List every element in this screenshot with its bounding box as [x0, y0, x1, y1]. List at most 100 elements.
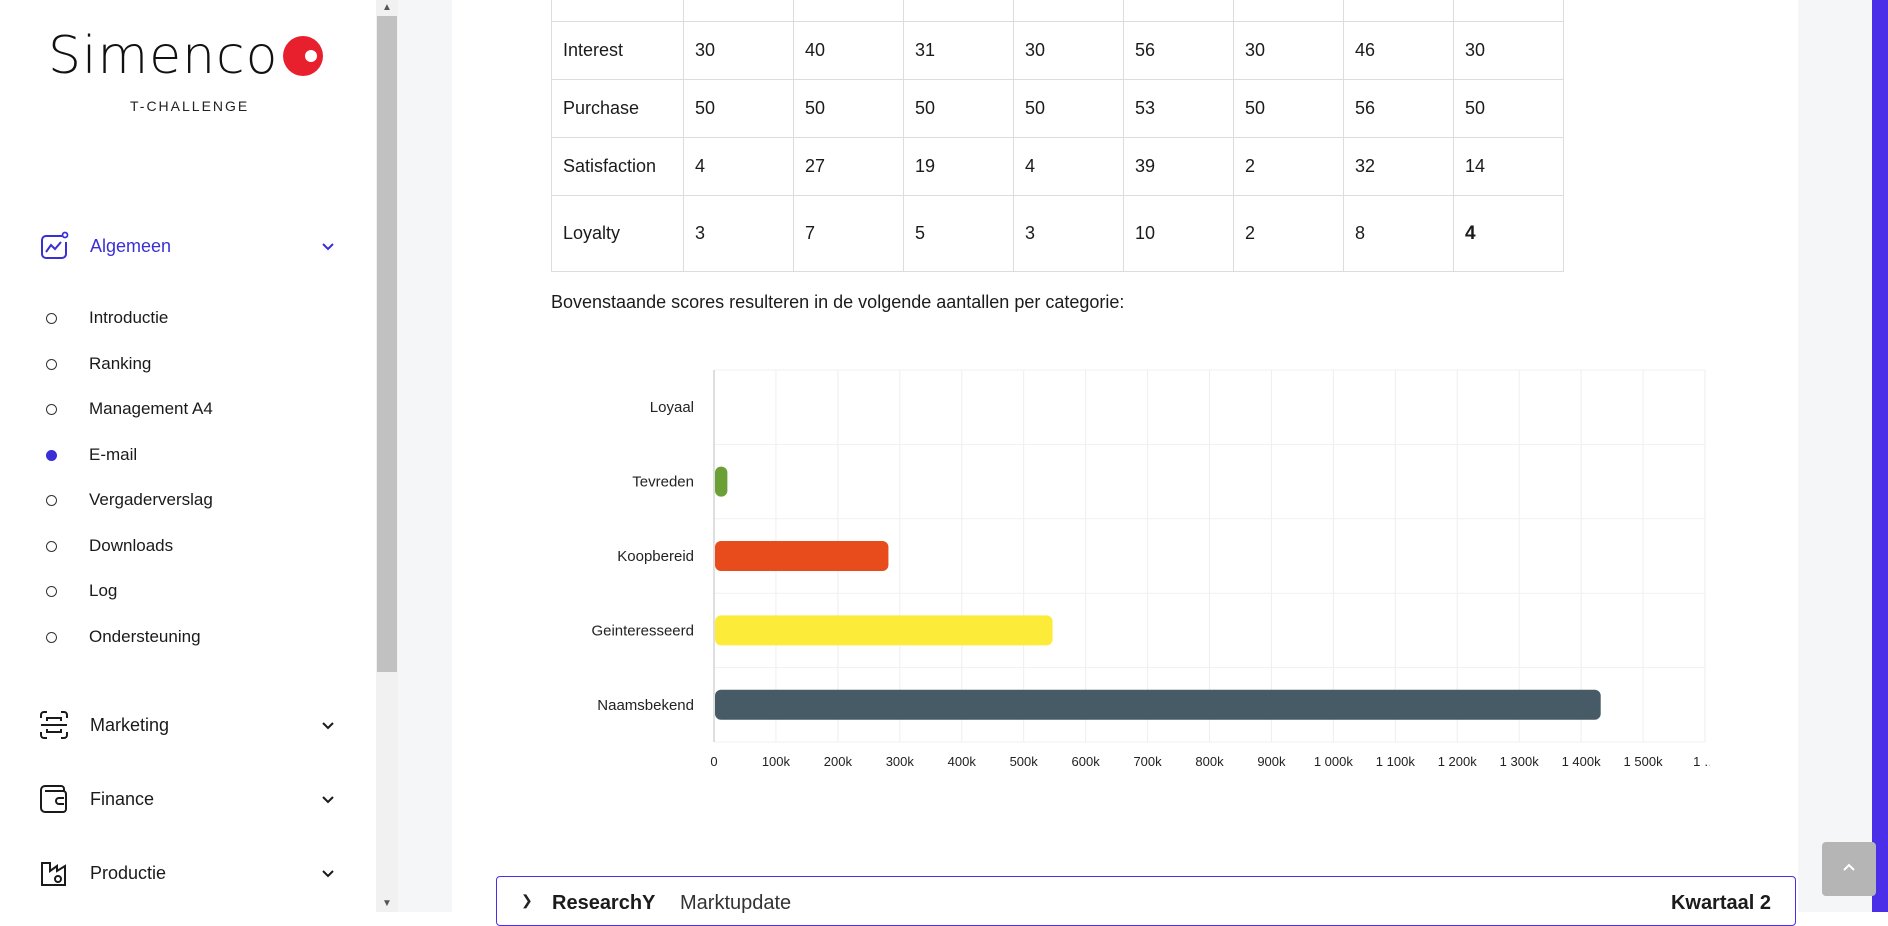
sidebar-item-ranking[interactable]: Ranking	[46, 353, 151, 375]
chart-description: Bovenstaande scores resulteren in de vol…	[551, 292, 1125, 312]
table-cell: 53	[1123, 79, 1234, 138]
table-row	[551, 0, 1564, 22]
chevron-down-icon	[322, 243, 334, 251]
brand-tagline: T-CHALLENGE	[130, 98, 250, 114]
table-cell: 31	[903, 21, 1014, 80]
sidebar-section-label: Finance	[90, 788, 155, 809]
x-tick-label: 1 500k	[1624, 754, 1664, 769]
x-tick-label: 900k	[1257, 754, 1286, 769]
table-cell: 56	[1343, 79, 1454, 138]
brand-logo[interactable]: Simenco	[48, 26, 279, 86]
sidebar-item-log[interactable]: Log	[46, 580, 117, 602]
chevron-up-icon	[1843, 863, 1855, 871]
research-card[interactable]: ❯ ResearchY Marktupdate Kwartaal 2	[496, 876, 1796, 926]
y-tick-label: Naamsbekend	[597, 697, 694, 714]
table-row: Satisfaction 4 27 19 4 39 2 32 14	[551, 137, 1564, 196]
x-tick-label: 700k	[1133, 754, 1162, 769]
back-to-top-button[interactable]	[1822, 842, 1876, 896]
sidebar-item-e-mail[interactable]: E-mail	[46, 444, 137, 466]
radio-dot-icon	[46, 358, 57, 370]
table-cell: 2	[1233, 195, 1344, 272]
radio-dot-icon	[46, 312, 57, 324]
row-label	[551, 0, 684, 22]
sidebar-section-algemeen[interactable]: Algemeen	[38, 230, 338, 262]
table-cell: 10	[1123, 195, 1234, 272]
x-tick-label: 1 300k	[1500, 754, 1540, 769]
x-tick-label: 200k	[824, 754, 853, 769]
table-cell: 2	[1233, 137, 1344, 196]
x-tick-label: 500k	[1010, 754, 1039, 769]
scroll-down-arrow-icon[interactable]: ▼	[382, 898, 392, 909]
sidebar-scrollbar[interactable]: ▲ ▼	[376, 0, 398, 912]
sidebar-item-label: Introductie	[89, 308, 169, 327]
table-cell: 5	[903, 195, 1014, 272]
sidebar-item-label: Downloads	[89, 536, 174, 555]
sidebar-item-label: Ondersteuning	[89, 627, 201, 646]
y-tick-label: Geinteresseerd	[591, 622, 694, 639]
chart-trend-icon	[41, 231, 69, 259]
sidebar-section-productie[interactable]: Productie	[38, 857, 338, 889]
table-cell: 3	[1013, 195, 1124, 272]
scores-table: Interest 30 40 31 30 56 30 46 30 Purchase 50 50 50 50…	[551, 0, 1564, 272]
wallet-icon	[40, 785, 67, 813]
sidebar-item-management-a4[interactable]: Management A4	[46, 398, 213, 420]
sidebar: Simenco T-CHALLENGE Algemeen Introductie…	[0, 0, 376, 912]
radio-dot-icon	[46, 540, 57, 552]
sidebar-item-label: Log	[89, 581, 118, 600]
table-cell: 4	[683, 137, 794, 196]
row-label: Loyalty	[551, 195, 684, 272]
card-subtitle: Marktupdate	[680, 892, 792, 914]
table-cell: 19	[903, 137, 1014, 196]
bar-geinteresseerd	[715, 615, 1053, 646]
scroll-up-arrow-icon[interactable]: ▲	[382, 2, 392, 13]
x-tick-label: 800k	[1195, 754, 1224, 769]
y-tick-label: Loyaal	[650, 399, 694, 416]
table-cell: 56	[1123, 21, 1234, 80]
table-row: Loyalty 3 7 5 3 10 2 8 4	[551, 195, 1564, 272]
row-label: Satisfaction	[551, 137, 684, 196]
scan-icon	[40, 711, 68, 739]
sidebar-section-finance[interactable]: Finance	[38, 783, 338, 815]
factory-icon	[41, 862, 66, 886]
table-cell: 30	[1013, 21, 1124, 80]
table-cell: 27	[793, 137, 904, 196]
sidebar-item-label: Ranking	[89, 354, 152, 373]
card-quarter: Kwartaal 2	[1670, 892, 1771, 914]
table-cell: 30	[1233, 21, 1344, 80]
table-cell: 50	[683, 79, 794, 138]
table-cell	[1343, 0, 1454, 22]
x-tick-label: 0	[710, 754, 717, 769]
table-cell: 8	[1343, 195, 1454, 272]
radio-dot-icon	[46, 585, 57, 597]
scrollbar-thumb[interactable]	[377, 16, 397, 672]
table-cell	[683, 0, 794, 22]
sidebar-section-marketing[interactable]: Marketing	[38, 709, 338, 741]
y-tick-label: Tevreden	[632, 474, 694, 491]
row-label: Interest	[551, 21, 684, 80]
table-cell: 50	[1233, 79, 1344, 138]
table-cell: 32	[1343, 137, 1454, 196]
x-tick-label: 300k	[886, 754, 915, 769]
sidebar-item-introductie[interactable]: Introductie	[46, 307, 168, 329]
row-label: Purchase	[551, 79, 684, 138]
sidebar-section-label: Marketing	[90, 714, 170, 735]
x-tick-label: 1 400k	[1562, 754, 1602, 769]
table-cell: 50	[903, 79, 1014, 138]
x-tick-label: 400k	[948, 754, 977, 769]
radio-dot-icon	[46, 494, 57, 506]
table-cell	[1233, 0, 1344, 22]
brand-logo-dot	[283, 36, 323, 76]
bar-tevreden	[715, 466, 728, 497]
table-cell: 7	[793, 195, 904, 272]
table-cell	[903, 0, 1014, 22]
sidebar-item-ondersteuning[interactable]: Ondersteuning	[46, 626, 201, 648]
table-cell: 50	[1013, 79, 1124, 138]
bar-naamsbekend	[715, 689, 1601, 720]
accent-bar	[1872, 0, 1888, 912]
sidebar-item-vergaderverslag[interactable]: Vergaderverslag	[46, 489, 213, 511]
sidebar-item-label: Vergaderverslag	[89, 490, 213, 509]
sidebar-item-label: E-mail	[89, 445, 138, 464]
table-cell: 14	[1453, 137, 1564, 196]
card-title: ResearchY	[552, 892, 656, 914]
sidebar-item-downloads[interactable]: Downloads	[46, 535, 173, 557]
